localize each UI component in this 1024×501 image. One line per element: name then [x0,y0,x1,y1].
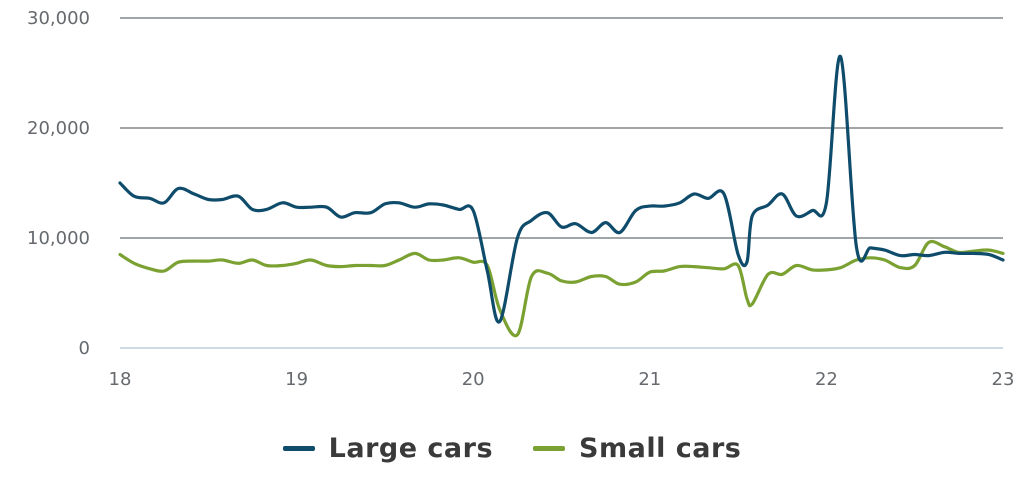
x-axis-tick-labels: 18 19 20 21 22 23 [109,369,1015,390]
legend-item-large-cars[interactable]: Large cars [282,433,494,464]
legend-swatch-large-cars [282,446,315,451]
gridlines [120,17,1003,349]
y-tick-label: 0 [79,338,90,359]
series-lines [118,54,1005,338]
y-axis-tick-labels: 0 10,000 20,000 30,000 [27,8,90,359]
x-tick-label: 19 [285,369,308,390]
legend-item-small-cars[interactable]: Small cars [533,433,741,464]
y-tick-label: 30,000 [27,8,90,29]
legend-label-large-cars: Large cars [328,433,494,464]
x-tick-label: 23 [992,369,1015,390]
x-tick-label: 22 [815,369,838,390]
y-tick-label: 10,000 [27,228,90,249]
legend: Large cars Small cars [0,433,1024,464]
y-tick-label: 20,000 [27,118,90,139]
x-tick-label: 20 [462,369,485,390]
series-line-small-cars [118,239,1005,338]
series-line-large-cars [118,54,1005,324]
legend-label-small-cars: Small cars [579,433,742,464]
x-tick-label: 18 [109,369,132,390]
x-tick-label: 21 [638,369,661,390]
legend-swatch-small-cars [533,446,566,451]
